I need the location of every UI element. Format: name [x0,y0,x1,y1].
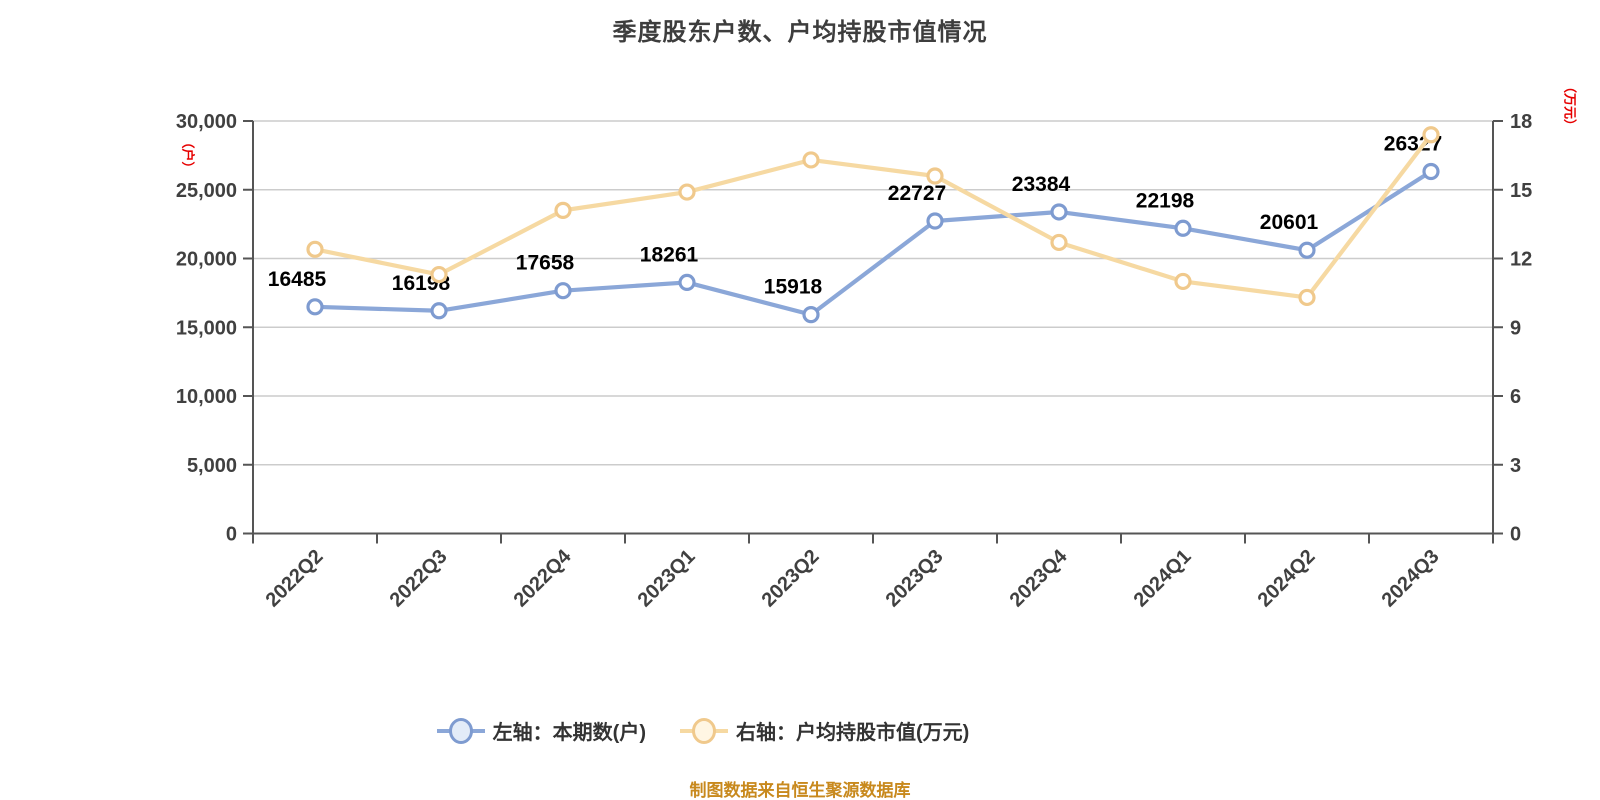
data-point-marker-left [1422,162,1440,181]
data-label: 20601 [1260,211,1319,234]
data-point-marker-right [1422,126,1440,144]
data-source-note: 制图数据来自恒生聚源数据库 [689,781,911,800]
legend-label-right-series: 右轴：户均持股市值(万元) [736,722,970,744]
data-point-marker-right [430,265,448,284]
chart-legend: 左轴：本期数(户) 右轴：户均持股市值(万元) [0,716,1503,745]
data-point-marker-right [554,201,572,219]
x-tick-label: 2023Q1 [634,545,700,611]
data-point-marker-right [926,167,944,185]
left-axis-tick-label: 0 [226,524,237,546]
data-point-marker-left [554,282,572,300]
data-label: 18261 [640,243,699,266]
left-axis-tick-label: 5,000 [187,455,237,477]
right-axis-tick-label: 18 [1510,111,1532,133]
chart-title: 季度股东户数、户均持股市值情况 [612,19,988,46]
data-point-marker-right [1174,272,1192,291]
data-label: 22727 [888,182,946,205]
x-tick-label: 2022Q4 [510,545,577,612]
right-axis-tick-label: 6 [1510,386,1521,408]
legend-item-left-series[interactable]: 左轴：本期数(户) [436,716,646,745]
data-label: 15918 [764,276,823,299]
data-point-marker-left [678,273,696,292]
x-tick-label: 2023Q4 [1006,545,1073,612]
data-point-marker-left [1174,219,1192,237]
left-axis-tick-label: 25,000 [176,180,237,202]
line-circle-marker-icon [436,717,485,744]
data-point-marker-right [1050,233,1068,252]
data-point-marker-right [1298,288,1316,307]
x-tick-label: 2024Q3 [1378,545,1444,611]
right-axis-tick-label: 0 [1510,524,1521,546]
x-tick-label: 2022Q3 [386,545,452,611]
series-line-right [312,132,1434,300]
x-tick-label: 2022Q2 [262,545,328,611]
data-label: 17658 [516,252,575,275]
data-point-marker-left [1298,241,1316,259]
right-axis-tick-label: 15 [1510,180,1532,202]
data-label: 16485 [268,268,327,291]
data-point-marker-left [926,212,944,230]
left-axis-tick-label: 30,000 [176,111,237,133]
x-tick-label: 2023Q3 [882,545,948,611]
data-point-marker-left [802,306,820,324]
right-axis-tick-label: 9 [1510,317,1521,339]
data-point-marker-left [306,298,324,316]
left-axis-tick-label: 20,000 [176,249,237,271]
x-tick-label: 2024Q1 [1130,545,1196,611]
data-point-marker-right [306,240,324,258]
data-point-marker-right [802,151,820,169]
left-axis-tick-label: 15,000 [176,317,237,339]
left-axis-tick-label: 10,000 [176,386,237,408]
right-axis-tick-label: 3 [1510,455,1521,477]
x-tick-label: 2023Q2 [758,545,824,611]
data-point-marker-left [430,302,448,320]
legend-label-left-series: 左轴：本期数(户) [492,722,646,744]
x-tick-label: 2024Q2 [1254,545,1320,611]
line-circle-marker-icon [680,717,728,744]
data-label: 23384 [1012,173,1071,196]
legend-item-right-series[interactable]: 右轴：户均持股市值(万元) [680,716,969,745]
right-axis-tick-label: 12 [1510,249,1532,271]
data-label: 22198 [1136,189,1195,212]
data-point-marker-left [1050,203,1068,221]
series-line-left [312,169,1434,317]
data-point-marker-right [678,183,696,201]
